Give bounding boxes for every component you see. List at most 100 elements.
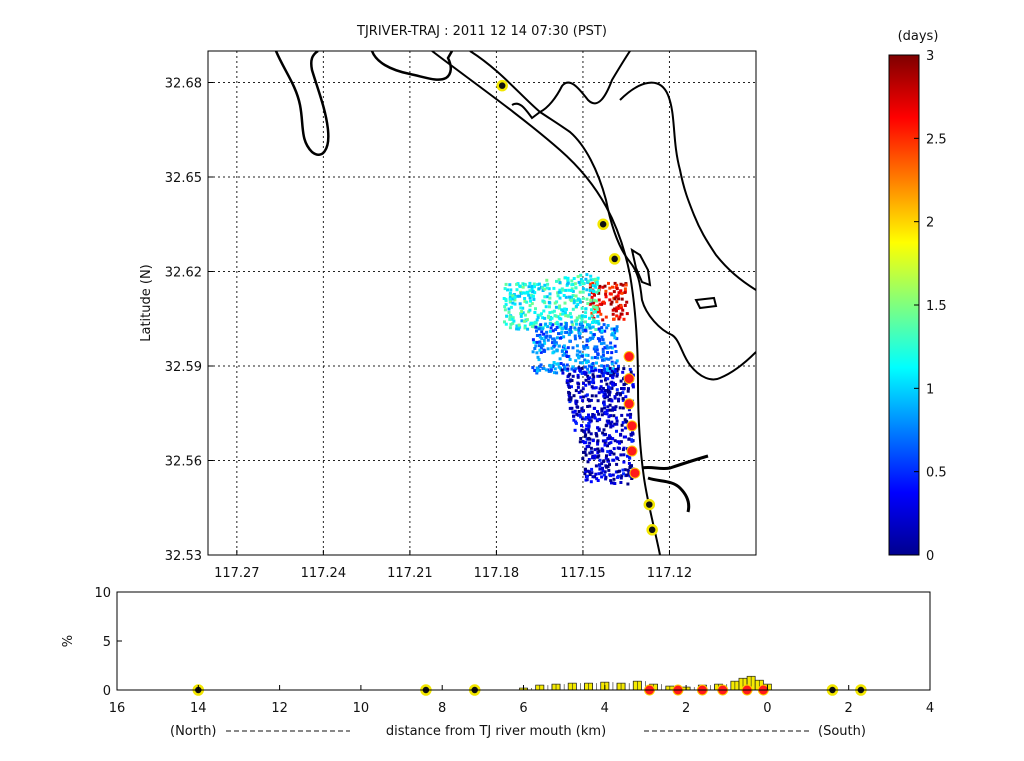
plume-particle (564, 324, 568, 328)
plume-particle (509, 322, 513, 326)
plume-particle (593, 356, 597, 359)
plume-particle (562, 363, 565, 367)
plume-particle (617, 297, 621, 301)
plume-particle (609, 302, 613, 306)
map-ytick-label: 32.59 (165, 360, 202, 375)
plume-particle (585, 288, 589, 292)
plume-particle (570, 406, 574, 410)
plume-particle (598, 458, 602, 462)
plume-particle (567, 288, 571, 292)
plume-particle (521, 306, 525, 310)
plume-particle (613, 422, 617, 426)
plume-particle (605, 364, 609, 368)
plume-particle (587, 338, 591, 342)
plume-particle (613, 344, 617, 348)
plume-particle (619, 432, 623, 436)
plume-particle (536, 355, 540, 359)
plume-particle (631, 385, 635, 389)
plume-particle (591, 373, 595, 377)
plume-particle (504, 303, 508, 307)
plume-particle (543, 287, 547, 291)
plume-particle (551, 365, 555, 369)
plume-particle (591, 475, 595, 479)
plume-particle (598, 338, 602, 342)
plume-particle (576, 349, 580, 353)
plume-particle (563, 301, 567, 305)
colorbar-tick-label: 3 (926, 49, 934, 64)
plume-particle (545, 286, 549, 290)
colorbar-ticks: 0 0.5 1 1.5 2 2.5 3 (914, 49, 947, 564)
plume-particle (591, 378, 595, 382)
plume-particle (585, 445, 589, 449)
chart-title: TJRIVER-TRAJ : 2011 12 14 07:30 (PST) (356, 24, 607, 39)
plume-particle (582, 441, 586, 445)
plume-particle (584, 427, 588, 431)
plume-particle (577, 355, 581, 359)
plume-particle (598, 417, 602, 421)
plume-particle (518, 284, 522, 288)
plume-particle (568, 358, 572, 361)
plume-particle (627, 408, 631, 412)
plume-particle (575, 400, 579, 403)
plume-particle (515, 327, 519, 331)
plume-particle (535, 340, 539, 344)
plume-particle (617, 364, 620, 368)
plume-particle (622, 387, 626, 391)
plume-particle (578, 290, 582, 294)
plume-particle (525, 300, 529, 304)
plume-particle (593, 366, 597, 370)
plume-particle (608, 397, 612, 401)
plume-particle (584, 315, 587, 319)
plume-particle (603, 329, 607, 333)
plume-particle (587, 380, 591, 384)
plume-particle (612, 317, 616, 321)
map-xtick-label: 117.12 (647, 566, 693, 581)
plume-particle (543, 283, 547, 287)
plume-particle (604, 432, 607, 436)
plume-particle (578, 361, 582, 365)
plume-particle (586, 353, 590, 357)
plume-particle (583, 430, 587, 434)
plume-particle (571, 346, 575, 350)
plume-particle (559, 362, 563, 365)
plume-particle (621, 308, 625, 312)
plume-particle (612, 477, 616, 481)
plume-particle (534, 325, 538, 329)
plume-particle (614, 368, 618, 371)
plume-particle (609, 474, 612, 478)
plume-particle (583, 358, 587, 362)
plume-particle (600, 329, 604, 333)
plume-particle (611, 373, 615, 377)
plume-particle (586, 398, 590, 402)
station-marker-red (626, 445, 638, 457)
plume-particle (604, 456, 608, 460)
plume-particle (561, 312, 565, 316)
plume-particle (628, 415, 632, 419)
plume-particle (590, 367, 594, 371)
plume-particle (563, 367, 567, 371)
plume-particle (627, 387, 630, 391)
plume-particle (596, 447, 600, 451)
plume-particle (615, 325, 619, 329)
plume-particle (592, 298, 596, 302)
plume-particle (589, 331, 593, 335)
plume-particle (590, 369, 594, 373)
plume-particle (529, 299, 532, 303)
plume-particle (619, 392, 622, 396)
plume-particle (609, 341, 613, 345)
colorbar: (days) 0 0.5 1 1.5 2 2.5 3 (888, 29, 947, 564)
plume-particle (629, 412, 633, 416)
plume-particle (584, 469, 588, 473)
plume-particle (588, 336, 592, 340)
plume-particle (596, 442, 600, 446)
map-ytick-label: 32.65 (165, 171, 202, 186)
plume-particle (596, 356, 600, 360)
plume-particle (579, 415, 583, 419)
plume-particle (523, 326, 527, 330)
plume-particle (621, 391, 625, 395)
plume-particle (622, 453, 626, 457)
plume-particle (524, 283, 527, 287)
coastline-bay-east (511, 51, 756, 291)
plume-particle (537, 358, 541, 362)
